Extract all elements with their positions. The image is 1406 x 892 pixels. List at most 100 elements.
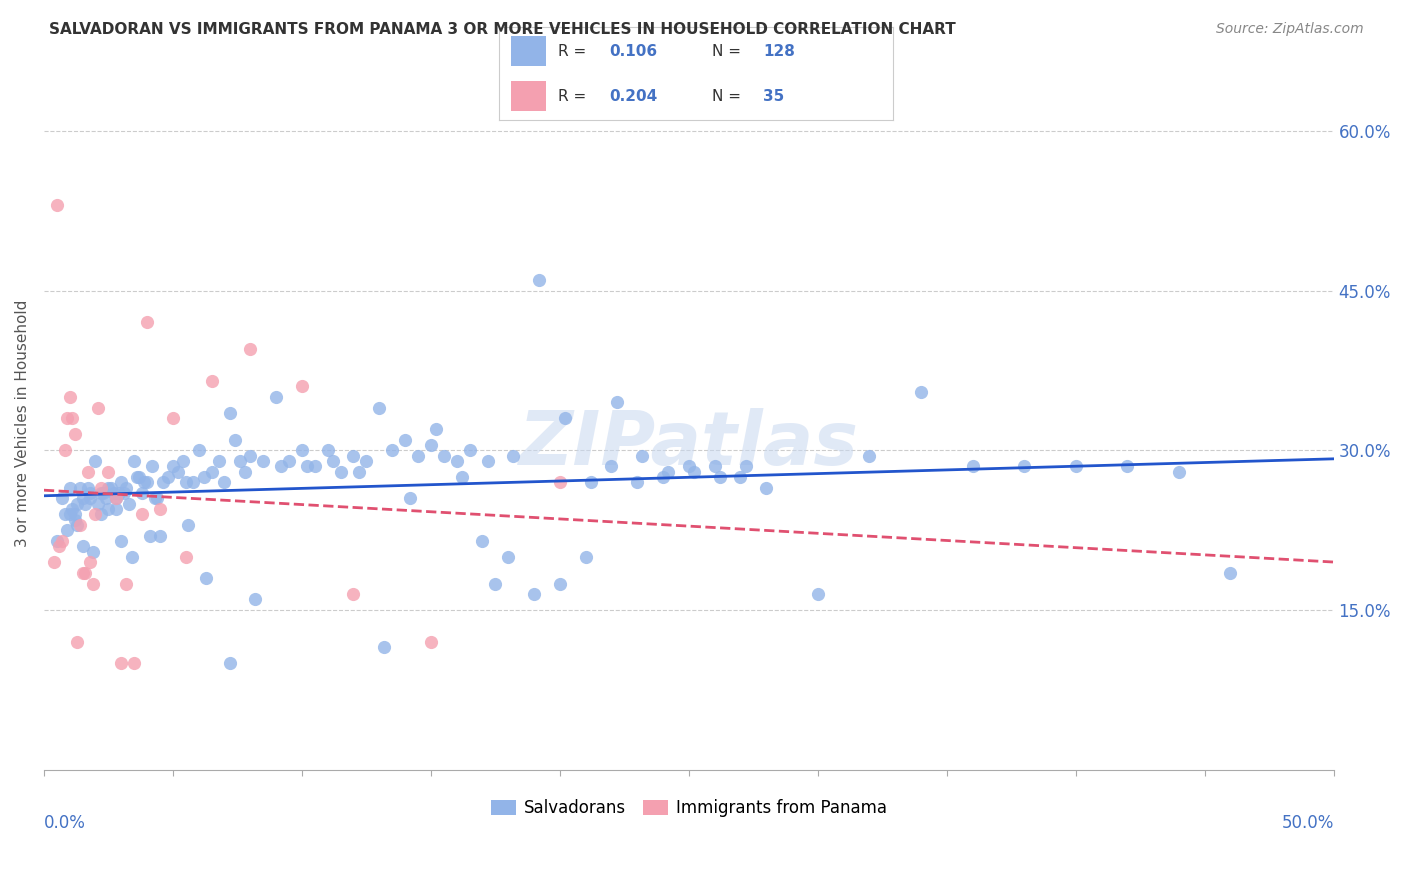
Point [122, 657, 145, 671]
Point [245, 592, 267, 607]
Point [239, 449, 262, 463]
Point [51, 491, 73, 506]
Text: N =: N = [711, 88, 745, 103]
Point [72, 566, 94, 580]
Point [45, 533, 67, 548]
Point [97, 502, 120, 516]
Point [100, 481, 122, 495]
Point [425, 422, 447, 436]
Point [82, 544, 104, 558]
Point [910, 384, 932, 399]
Point [60, 411, 83, 425]
Point [79, 491, 101, 506]
Point [134, 475, 156, 490]
Point [110, 533, 132, 548]
Point [75, 497, 97, 511]
Point [152, 475, 174, 490]
Point [107, 486, 129, 500]
Point [342, 449, 364, 463]
Point [75, 566, 97, 580]
Point [60, 502, 83, 516]
Point [450, 470, 472, 484]
Point [295, 459, 318, 474]
Point [193, 470, 215, 484]
Point [90, 508, 112, 522]
Point [399, 491, 422, 506]
Point [162, 411, 184, 425]
Point [82, 576, 104, 591]
Point [316, 443, 339, 458]
Point [574, 549, 596, 564]
Point [484, 576, 506, 591]
Point [419, 635, 441, 649]
Point [79, 486, 101, 500]
Point [734, 459, 756, 474]
Point [79, 555, 101, 569]
Point [91, 486, 114, 500]
Point [579, 475, 602, 490]
Point [394, 433, 416, 447]
Point [53, 508, 76, 522]
Point [200, 374, 222, 388]
Point [678, 459, 700, 474]
Point [356, 454, 378, 468]
Point [477, 454, 499, 468]
Text: 0.0%: 0.0% [44, 814, 86, 832]
Point [48, 539, 70, 553]
Point [195, 571, 218, 585]
Point [177, 517, 200, 532]
Point [368, 401, 391, 415]
Point [53, 443, 76, 458]
Point [59, 508, 82, 522]
Point [657, 465, 679, 479]
Point [322, 454, 344, 468]
Point [703, 459, 725, 474]
Y-axis label: 3 or more Vehicles in Household: 3 or more Vehicles in Household [15, 300, 30, 548]
Point [110, 475, 132, 490]
Text: 50.0%: 50.0% [1281, 814, 1334, 832]
Point [554, 411, 576, 425]
Point [1219, 566, 1241, 580]
Point [755, 481, 778, 495]
Point [136, 316, 159, 330]
Point [652, 470, 675, 484]
Point [496, 549, 519, 564]
Point [183, 475, 205, 490]
Point [76, 465, 98, 479]
Point [174, 549, 197, 564]
Point [502, 449, 524, 463]
Point [59, 390, 82, 404]
Point [631, 449, 654, 463]
Point [143, 491, 166, 506]
Point [97, 481, 120, 495]
Point [63, 512, 86, 526]
Point [1012, 459, 1035, 474]
Text: N =: N = [711, 44, 745, 59]
Point [125, 470, 148, 484]
Point [97, 465, 120, 479]
Point [218, 406, 240, 420]
Point [264, 390, 287, 404]
Point [1116, 459, 1139, 474]
Point [122, 454, 145, 468]
Point [45, 198, 67, 212]
Point [66, 517, 89, 532]
Point [56, 411, 79, 425]
Point [548, 475, 571, 490]
Point [600, 459, 623, 474]
Point [208, 454, 231, 468]
Point [458, 443, 481, 458]
Point [304, 459, 326, 474]
Point [1064, 459, 1087, 474]
Point [105, 502, 128, 516]
Point [381, 443, 404, 458]
Point [270, 459, 292, 474]
Point [112, 486, 135, 500]
Point [56, 523, 79, 537]
Point [90, 486, 112, 500]
Point [63, 508, 86, 522]
Point [84, 508, 107, 522]
Text: Source: ZipAtlas.com: Source: ZipAtlas.com [1216, 22, 1364, 37]
Point [419, 438, 441, 452]
Point [128, 470, 150, 484]
